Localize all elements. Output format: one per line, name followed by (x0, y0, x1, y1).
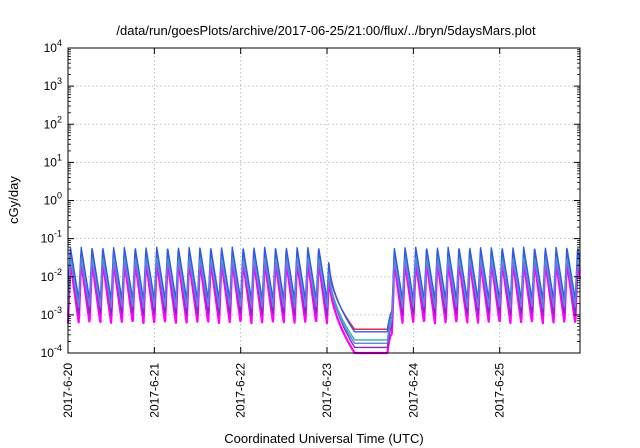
x-axis-label: Coordinated Universal Time (UTC) (224, 431, 423, 446)
y-tick-label: 10-1 (41, 229, 62, 246)
y-tick-label: 103 (44, 76, 62, 93)
y-tick-label: 100 (44, 191, 62, 208)
series-line (67, 257, 581, 344)
chart-title: /data/run/goesPlots/archive/2017-06-25/2… (116, 23, 536, 38)
x-tick-label: 2017-6-20 (61, 363, 75, 418)
y-axis: 10-4 10-3 10-2 10-1 100 101 102 103 104 (41, 38, 580, 360)
y-tick-label: 10-3 (41, 305, 62, 322)
x-tick-label: 2017-6-25 (493, 363, 507, 418)
x-tick-label: 2017-6-24 (406, 363, 420, 418)
y-tick-label: 10-4 (41, 343, 62, 360)
x-axis: 2017-6-20 2017-6-21 2017-6-22 2017-6-23 2017… (61, 48, 507, 418)
series-line (66, 260, 582, 355)
y-tick-label: 104 (44, 38, 62, 55)
x-tick-label: 2017-6-23 (320, 363, 334, 418)
y-tick-label: 10-2 (41, 267, 62, 284)
data-series (66, 246, 582, 355)
x-tick-label: 2017-6-22 (234, 363, 248, 418)
series-line (67, 246, 581, 333)
x-tick-label: 2017-6-21 (147, 363, 161, 418)
y-tick-label: 101 (44, 152, 62, 169)
y-tick-label: 102 (44, 114, 62, 131)
y-axis-label: cGy/day (6, 176, 21, 224)
